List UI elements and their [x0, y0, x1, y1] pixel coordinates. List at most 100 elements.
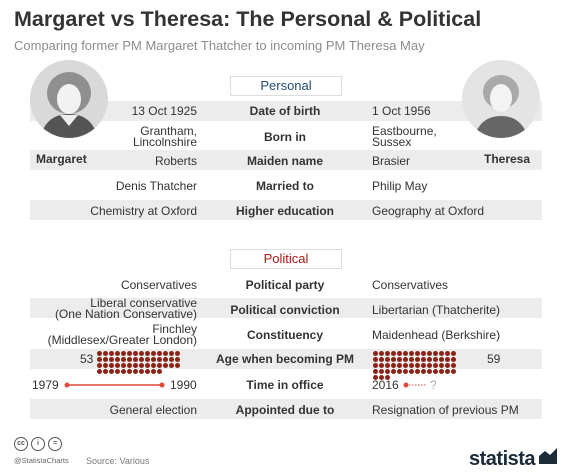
section-label-personal: Personal: [230, 76, 342, 96]
margaret-political-conviction: Liberal conservative (One Nation Conserv…: [54, 297, 197, 321]
theresa-born-in: Eastbourne, Sussex: [372, 125, 437, 148]
theresa-age-dot: [433, 357, 438, 362]
theresa-age-dot: [397, 363, 402, 368]
theresa-age-dot: [415, 357, 420, 362]
margaret-constituency-line: Finchley: [152, 322, 197, 336]
license-icons: cc i =: [14, 437, 62, 451]
theresa-office-start: 2016: [372, 378, 399, 392]
category-political-conviction: Political conviction: [230, 303, 340, 317]
margaret-age-dot: [109, 363, 114, 368]
margaret-age-dot: [139, 351, 144, 356]
theresa-maiden-name: Brasier: [372, 154, 411, 168]
theresa-age-dot: [421, 369, 426, 374]
margaret-age-dot: [151, 357, 156, 362]
attribution-icon: i: [31, 437, 45, 451]
theresa-age-dot: [391, 357, 396, 362]
theresa-age-dot: [433, 369, 438, 374]
margaret-age-dot: [157, 351, 162, 356]
theresa-age-dot: [391, 369, 396, 374]
theresa-name: Theresa: [484, 152, 531, 166]
chart-subtitle: Comparing former PM Margaret Thatcher to…: [14, 38, 425, 53]
cc-icon: cc: [14, 437, 28, 451]
theresa-age-dot: [385, 351, 390, 356]
theresa-age-dot: [415, 351, 420, 356]
margaret-age-dot: [133, 363, 138, 368]
margaret-age-dot: [175, 357, 180, 362]
category-appointed-due-to: Appointed due to: [235, 403, 335, 417]
margaret-age-dot: [139, 363, 144, 368]
margaret-age-dot: [175, 351, 180, 356]
theresa-age-dot: [379, 351, 384, 356]
margaret-age-dot: [163, 357, 168, 362]
category-constituency: Constituency: [246, 328, 323, 342]
theresa-age-dot: [451, 363, 456, 368]
row-band: [30, 200, 542, 220]
theresa-age-dot: [379, 375, 384, 380]
theresa-age-dot: [439, 369, 444, 374]
row-band: [30, 399, 542, 419]
theresa-office-line: [403, 382, 427, 388]
margaret-higher-education: Chemistry at Oxford: [90, 204, 197, 218]
margaret-born-in-line: Grantham,: [140, 124, 197, 138]
theresa-age-dot: [373, 375, 378, 380]
margaret-age-dot: [151, 363, 156, 368]
theresa-age-dot: [439, 351, 444, 356]
chart-title: Margaret vs Theresa: The Personal & Poli…: [14, 7, 482, 31]
theresa-portrait: [462, 60, 540, 138]
category-time-in-office: Time in office: [246, 378, 324, 392]
margaret-age-dot: [103, 357, 108, 362]
margaret-age-dot: [109, 357, 114, 362]
margaret-age-dot: [97, 357, 102, 362]
theresa-age-dot: [391, 363, 396, 368]
row-band: [30, 150, 542, 170]
source-note: Source: Various: [86, 456, 150, 466]
theresa-age-dot: [439, 357, 444, 362]
margaret-age-dot: [127, 369, 132, 374]
margaret-born-in: Grantham, Lincolnshire: [132, 124, 197, 149]
margaret-age-dot: [115, 369, 120, 374]
theresa-age-dot: [403, 357, 408, 362]
theresa-age-dot: [373, 369, 378, 374]
theresa-age-dot: [421, 351, 426, 356]
margaret-age-dot: [145, 369, 150, 374]
theresa-political-party: Conservatives: [372, 278, 449, 292]
theresa-age-dot: [379, 357, 384, 362]
margaret-age-dot: [133, 357, 138, 362]
row-band: [30, 298, 542, 318]
theresa-age-dot: [445, 369, 450, 374]
theresa-age-dot: [385, 369, 390, 374]
theresa-age-dots: [373, 351, 456, 380]
theresa-age-dot: [397, 351, 402, 356]
statista-logo[interactable]: statista: [469, 448, 536, 470]
row-band: [30, 101, 542, 121]
margaret-age-dot: [97, 363, 102, 368]
margaret-age-dot: [157, 363, 162, 368]
margaret-age-dot: [139, 369, 144, 374]
margaret-age-dot: [157, 369, 162, 374]
margaret-portrait: [30, 60, 108, 138]
margaret-age-dot: [163, 363, 168, 368]
margaret-born-in-line: Lincolnshire: [132, 135, 197, 149]
theresa-age-dot: [427, 357, 432, 362]
margaret-age-dot: [169, 357, 174, 362]
margaret-conviction-line: (One Nation Conservative): [54, 307, 197, 321]
theresa-age-dot: [403, 363, 408, 368]
margaret-age-dot: [121, 363, 126, 368]
theresa-age-dot: [385, 357, 390, 362]
theresa-date-of-birth: 1 Oct 1956: [372, 104, 431, 118]
theresa-age-dot: [373, 351, 378, 356]
theresa-age-dot: [409, 351, 414, 356]
margaret-age-dot: [157, 357, 162, 362]
margaret-age-dot: [169, 363, 174, 368]
theresa-appointed-due-to: Resignation of previous PM: [372, 403, 519, 417]
margaret-age-value: 53: [80, 352, 94, 366]
theresa-age-dot: [373, 357, 378, 362]
theresa-age-dot: [421, 363, 426, 368]
no-derivatives-icon: =: [48, 437, 62, 451]
category-date-of-birth: Date of birth: [249, 104, 321, 118]
theresa-age-dot: [451, 357, 456, 362]
margaret-age-dot: [109, 369, 114, 374]
margaret-age-dot: [127, 363, 132, 368]
margaret-age-dot: [133, 351, 138, 356]
theresa-age-dot: [421, 357, 426, 362]
